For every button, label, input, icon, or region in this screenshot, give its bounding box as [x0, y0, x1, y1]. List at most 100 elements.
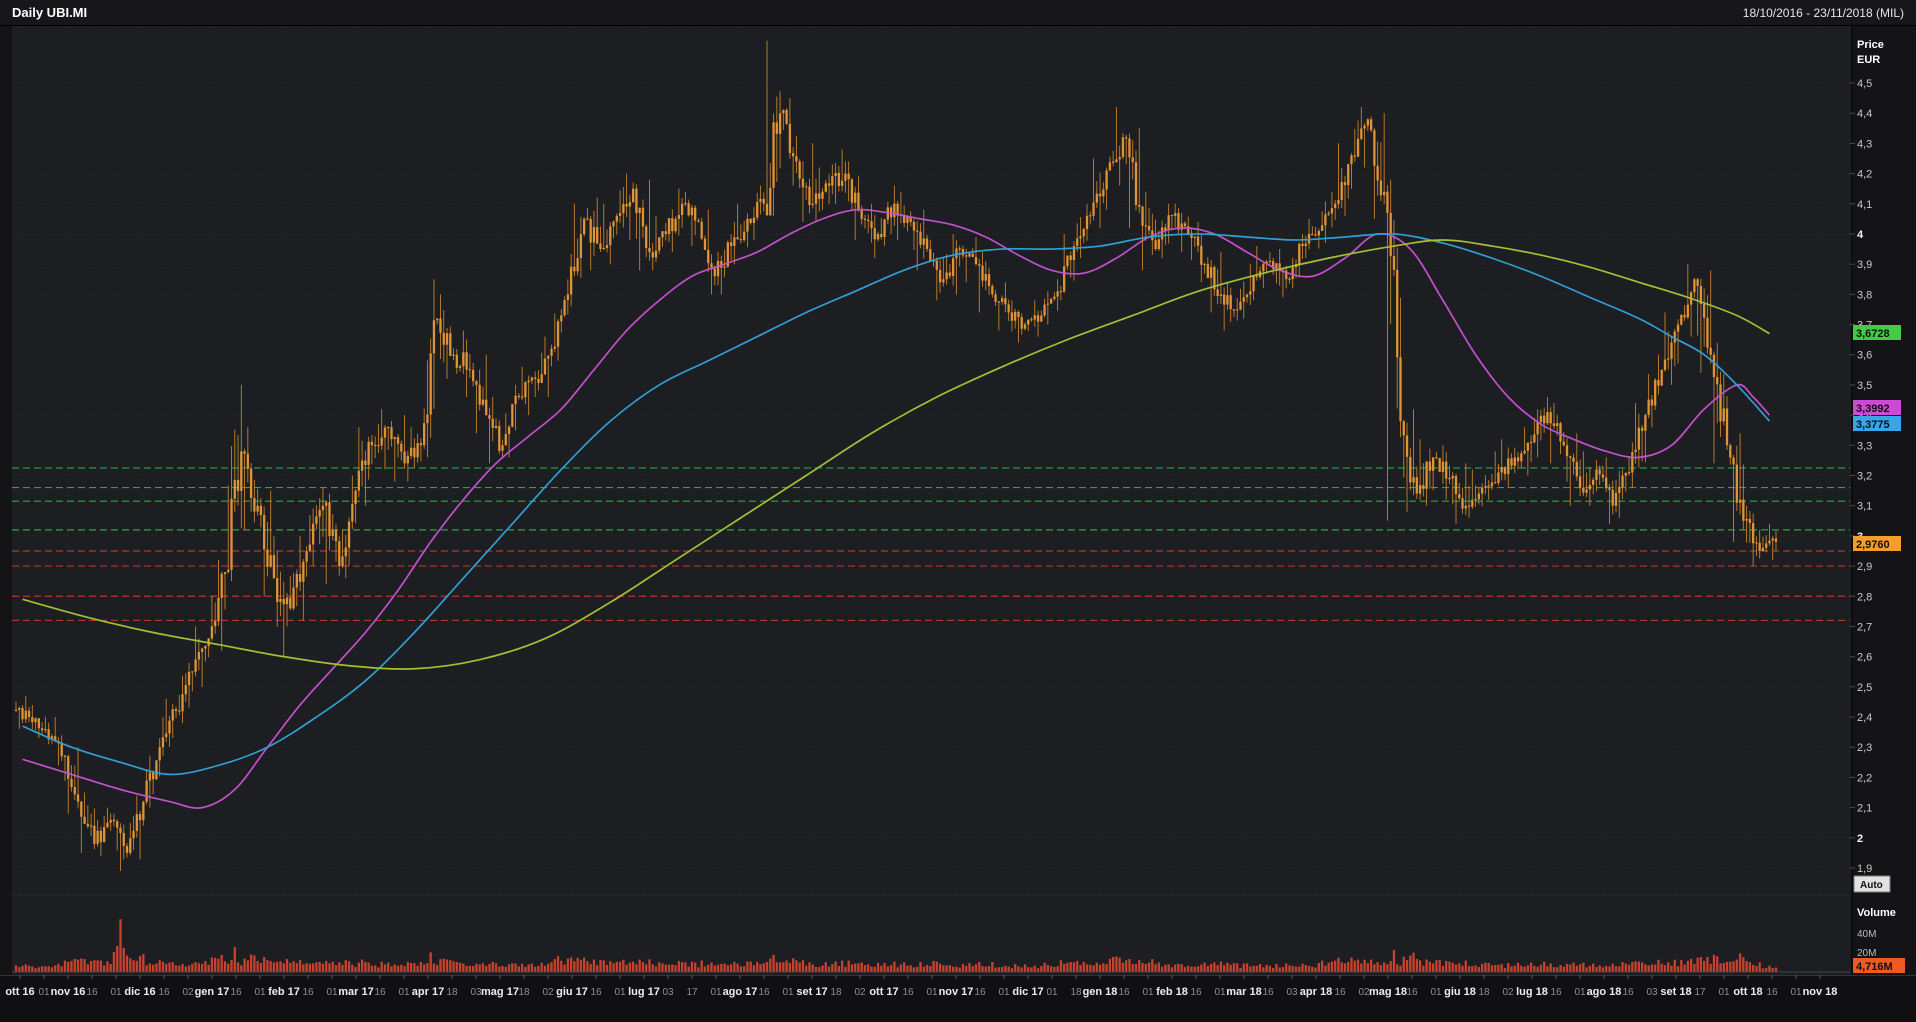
background-layer — [0, 26, 1916, 1022]
time-tick-label: nov 16 — [51, 986, 86, 998]
auto-scale-button[interactable]: Auto — [1853, 875, 1891, 893]
time-tick-label: 01 — [926, 987, 938, 998]
price-tick-label: 2,3 — [1857, 742, 1872, 754]
time-tick-label: lug 18 — [1516, 986, 1548, 998]
date-range-label: 18/10/2016 - 23/11/2018 (MIL) — [1742, 5, 1904, 20]
time-tick-label: 02 — [182, 987, 194, 998]
time-tick-label: gen 17 — [195, 986, 230, 998]
auto-scale-label: Auto — [1860, 880, 1883, 891]
price-axis-titles: Price EUR — [1857, 39, 1884, 66]
time-tick-label: 16 — [1406, 987, 1418, 998]
price-tick-label: 2,6 — [1857, 652, 1872, 664]
time-tick-label: set 18 — [1660, 986, 1691, 998]
time-tick-label: ago 17 — [723, 986, 758, 998]
time-tick-label: apr 18 — [1300, 986, 1332, 998]
time-tick-label: 01 — [782, 987, 794, 998]
price-tick-label: 2,1 — [1857, 803, 1872, 815]
ma-short-value: 3,3992 — [1856, 403, 1890, 415]
time-tick-label: lug 17 — [628, 986, 660, 998]
price-tick-label: 2,5 — [1857, 682, 1872, 694]
time-tick-label: feb 18 — [1156, 986, 1188, 998]
time-tick-label: 16 — [1766, 987, 1778, 998]
time-tick-label: 16 — [230, 987, 242, 998]
time-tick-label: gen 18 — [1083, 986, 1118, 998]
volume-axis-title: Volume — [1857, 907, 1896, 919]
price-tick-label: 3,8 — [1857, 289, 1872, 301]
time-tick-label: mar 17 — [338, 986, 373, 998]
price-tick-label: 4 — [1857, 229, 1864, 241]
time-tick-label: 03 — [1286, 987, 1298, 998]
time-tick-label: dic 17 — [1012, 986, 1043, 998]
time-tick-label: 01 — [1046, 987, 1058, 998]
price-tick-label: 1,9 — [1857, 863, 1872, 875]
time-tick-label: 01 — [1718, 987, 1730, 998]
ma-long-value: 3,6728 — [1856, 328, 1890, 340]
price-tick-label: 4,1 — [1857, 199, 1872, 211]
last-price-value: 2,9760 — [1856, 539, 1890, 551]
last-volume-value: 4,716M — [1856, 961, 1893, 973]
time-tick-label: 16 — [1550, 987, 1562, 998]
time-tick-label: 16 — [302, 987, 314, 998]
time-tick-label: 18 — [1478, 987, 1490, 998]
time-tick-label: ago 18 — [1587, 986, 1622, 998]
time-tick-label: 16 — [1262, 987, 1274, 998]
time-tick-label: 16 — [758, 987, 770, 998]
time-tick-label: feb 17 — [268, 986, 300, 998]
axes-layer[interactable]: 4,54,44,34,24,143,93,83,73,63,53,43,33,2… — [5, 78, 1872, 998]
time-tick-label: mag 17 — [481, 986, 519, 998]
time-tick-label: 01 — [710, 987, 722, 998]
time-tick-label: 01 — [1214, 987, 1226, 998]
time-tick-label: 18 — [830, 987, 842, 998]
time-tick-label: 01 — [1142, 987, 1154, 998]
time-tick-label: 03 — [662, 987, 674, 998]
ma-mid-value: 3,3775 — [1856, 419, 1890, 431]
time-tick-label: 16 — [158, 987, 170, 998]
price-tick-label: 4,2 — [1857, 169, 1872, 181]
moving-average-line — [22, 208, 1771, 809]
time-tick-label: mag 18 — [1369, 986, 1407, 998]
time-tick-label: ott 17 — [869, 986, 898, 998]
price-tick-label: 3,1 — [1857, 501, 1872, 513]
moving-average-line — [22, 232, 1771, 776]
time-tick-label: nov 17 — [939, 986, 974, 998]
volume-bars-layer — [12, 919, 1850, 973]
price-tick-label: 3,9 — [1857, 259, 1872, 271]
time-tick-label: 18 — [518, 987, 530, 998]
time-tick-label: 03 — [470, 987, 482, 998]
volume-axis: Volume 40M 20M — [1857, 907, 1896, 959]
time-tick-label: 01 — [998, 987, 1010, 998]
time-tick-label: 02 — [854, 987, 866, 998]
price-tick-label: 3,5 — [1857, 380, 1872, 392]
time-tick-label: apr 17 — [412, 986, 444, 998]
moving-average-line — [22, 239, 1770, 670]
last-price-label: 2,9760 — [1853, 536, 1901, 551]
price-tick-label: 2,9 — [1857, 561, 1872, 573]
time-tick-label: 03 — [1646, 987, 1658, 998]
chart-title: Daily UBI.MI — [12, 5, 88, 20]
price-tick-label: 3,3 — [1857, 440, 1872, 452]
price-tick-label: 2,8 — [1857, 591, 1872, 603]
price-tick-label: 2,7 — [1857, 622, 1872, 634]
time-tick-label: 02 — [1502, 987, 1514, 998]
price-tick-label: 4,4 — [1857, 108, 1872, 120]
time-tick-label: 16 — [1190, 987, 1202, 998]
time-tick-label: 18 — [1070, 987, 1082, 998]
last-volume-label: 4,716M — [1853, 958, 1905, 973]
time-tick-label: ott 16 — [5, 986, 34, 998]
time-tick-label: dic 16 — [124, 986, 155, 998]
moving-averages-layer — [22, 208, 1771, 809]
time-tick-label: 01 — [38, 987, 50, 998]
time-tick-label: 17 — [686, 987, 698, 998]
ma-mid-price-label: 3,3775 — [1853, 416, 1901, 431]
time-tick-label: 16 — [1334, 987, 1346, 998]
time-tick-label: 02 — [542, 987, 554, 998]
time-tick-label: giu 18 — [1444, 986, 1476, 998]
time-tick-label: 16 — [974, 987, 986, 998]
time-tick-label: 01 — [398, 987, 410, 998]
price-tick-label: 3,2 — [1857, 471, 1872, 483]
volume-tick-40m: 40M — [1857, 929, 1876, 940]
time-tick-label: 16 — [590, 987, 602, 998]
time-tick-label: 16 — [902, 987, 914, 998]
